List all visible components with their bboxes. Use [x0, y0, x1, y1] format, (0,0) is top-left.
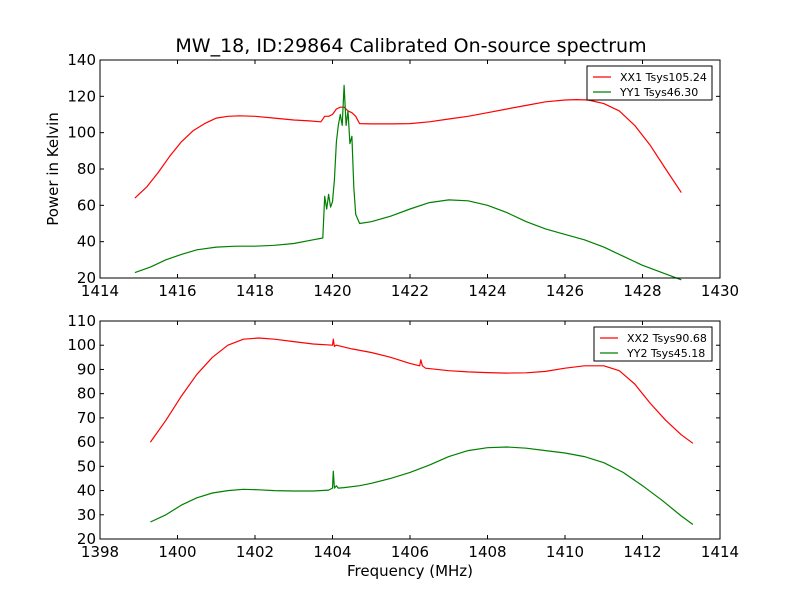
- top-legend-label-1: XX1 Tsys105.24: [620, 71, 707, 84]
- bottom-y-tick-label: 40: [77, 482, 96, 500]
- top-series-1-line: [134, 98, 682, 199]
- top-y-tick-label: 100: [67, 124, 96, 142]
- top-x-tick-label: 1422: [391, 282, 429, 300]
- bottom-subplot: 1398 1400 1402 1404 1406 1408 1410 1412 1414 20 30…: [67, 312, 739, 580]
- top-ticks-layer: 1414 1416 1418 1420 1422 1424 1426 1428 1430 20 40…: [67, 51, 739, 300]
- top-legend-box: [586, 65, 713, 101]
- bottom-series-layer: [149, 337, 694, 525]
- top-series-2-line: [134, 84, 682, 281]
- bottom-x-tick-label: 1402: [236, 543, 274, 561]
- bottom-y-tick-label: 100: [67, 336, 96, 354]
- bottom-y-tick-label: 90: [77, 360, 96, 378]
- bottom-x-tick-label: 1400: [158, 543, 196, 561]
- bottom-y-tick-label: 110: [67, 312, 96, 330]
- top-x-tick-label: 1430: [701, 282, 739, 300]
- bottom-y-tick-label: 20: [77, 530, 96, 548]
- bottom-x-tick-label: 1414: [701, 543, 739, 561]
- bottom-series-2-line: [150, 446, 694, 525]
- top-y-tick-label: 120: [67, 87, 96, 105]
- top-y-tick-label: 20: [77, 269, 96, 287]
- top-y-tick-label: 80: [77, 160, 96, 178]
- top-x-tick-label: 1426: [546, 282, 584, 300]
- top-legend-label-2: YY1 Tsys46.30: [619, 86, 698, 99]
- bottom-y-tick-label: 70: [77, 409, 96, 427]
- bottom-y-tick-label: 50: [77, 457, 96, 475]
- bottom-x-tick-label: 1408: [468, 543, 506, 561]
- bottom-legend: XX2 Tsys90.68 YY2 Tsys45.18: [593, 326, 713, 362]
- bottom-series-1-line: [149, 337, 694, 444]
- top-y-tick-label: 40: [77, 233, 96, 251]
- top-x-tick-label: 1416: [158, 282, 196, 300]
- bottom-legend-box: [593, 326, 713, 362]
- top-x-tick-label: 1418: [236, 282, 274, 300]
- top-legend: XX1 Tsys105.24 YY1 Tsys46.30: [586, 65, 713, 101]
- bottom-y-tick-label: 80: [77, 385, 96, 403]
- top-series-layer: [134, 84, 682, 281]
- top-subplot: 1414 1416 1418 1420 1422 1424 1426 1428 1430 20 40…: [44, 51, 739, 300]
- bottom-x-tick-label: 1406: [391, 543, 429, 561]
- bottom-legend-label-2: YY2 Tsys45.18: [626, 347, 705, 360]
- bottom-x-tick-label: 1412: [623, 543, 661, 561]
- bottom-x-tick-label: 1404: [313, 543, 351, 561]
- top-y-tick-label: 60: [77, 196, 96, 214]
- top-y-tick-label: 140: [67, 51, 96, 69]
- bottom-legend-label-1: XX2 Tsys90.68: [627, 332, 707, 345]
- top-x-tick-label: 1414: [81, 282, 119, 300]
- bottom-ticks-layer: 1398 1400 1402 1404 1406 1408 1410 1412 1414 20 30…: [67, 312, 739, 561]
- bottom-x-tick-label: 1398: [81, 543, 119, 561]
- top-x-tick-label: 1428: [623, 282, 661, 300]
- top-x-tick-label: 1420: [313, 282, 351, 300]
- top-y-axis-label: Power in Kelvin: [44, 112, 62, 226]
- bottom-x-tick-label: 1410: [546, 543, 584, 561]
- top-x-tick-label: 1424: [468, 282, 506, 300]
- bottom-x-axis-label: Frequency (MHz): [347, 562, 473, 580]
- figure-title: MW_18, ID:29864 Calibrated On-source spe…: [175, 35, 646, 57]
- bottom-y-tick-label: 60: [77, 433, 96, 451]
- bottom-y-tick-label: 30: [77, 506, 96, 524]
